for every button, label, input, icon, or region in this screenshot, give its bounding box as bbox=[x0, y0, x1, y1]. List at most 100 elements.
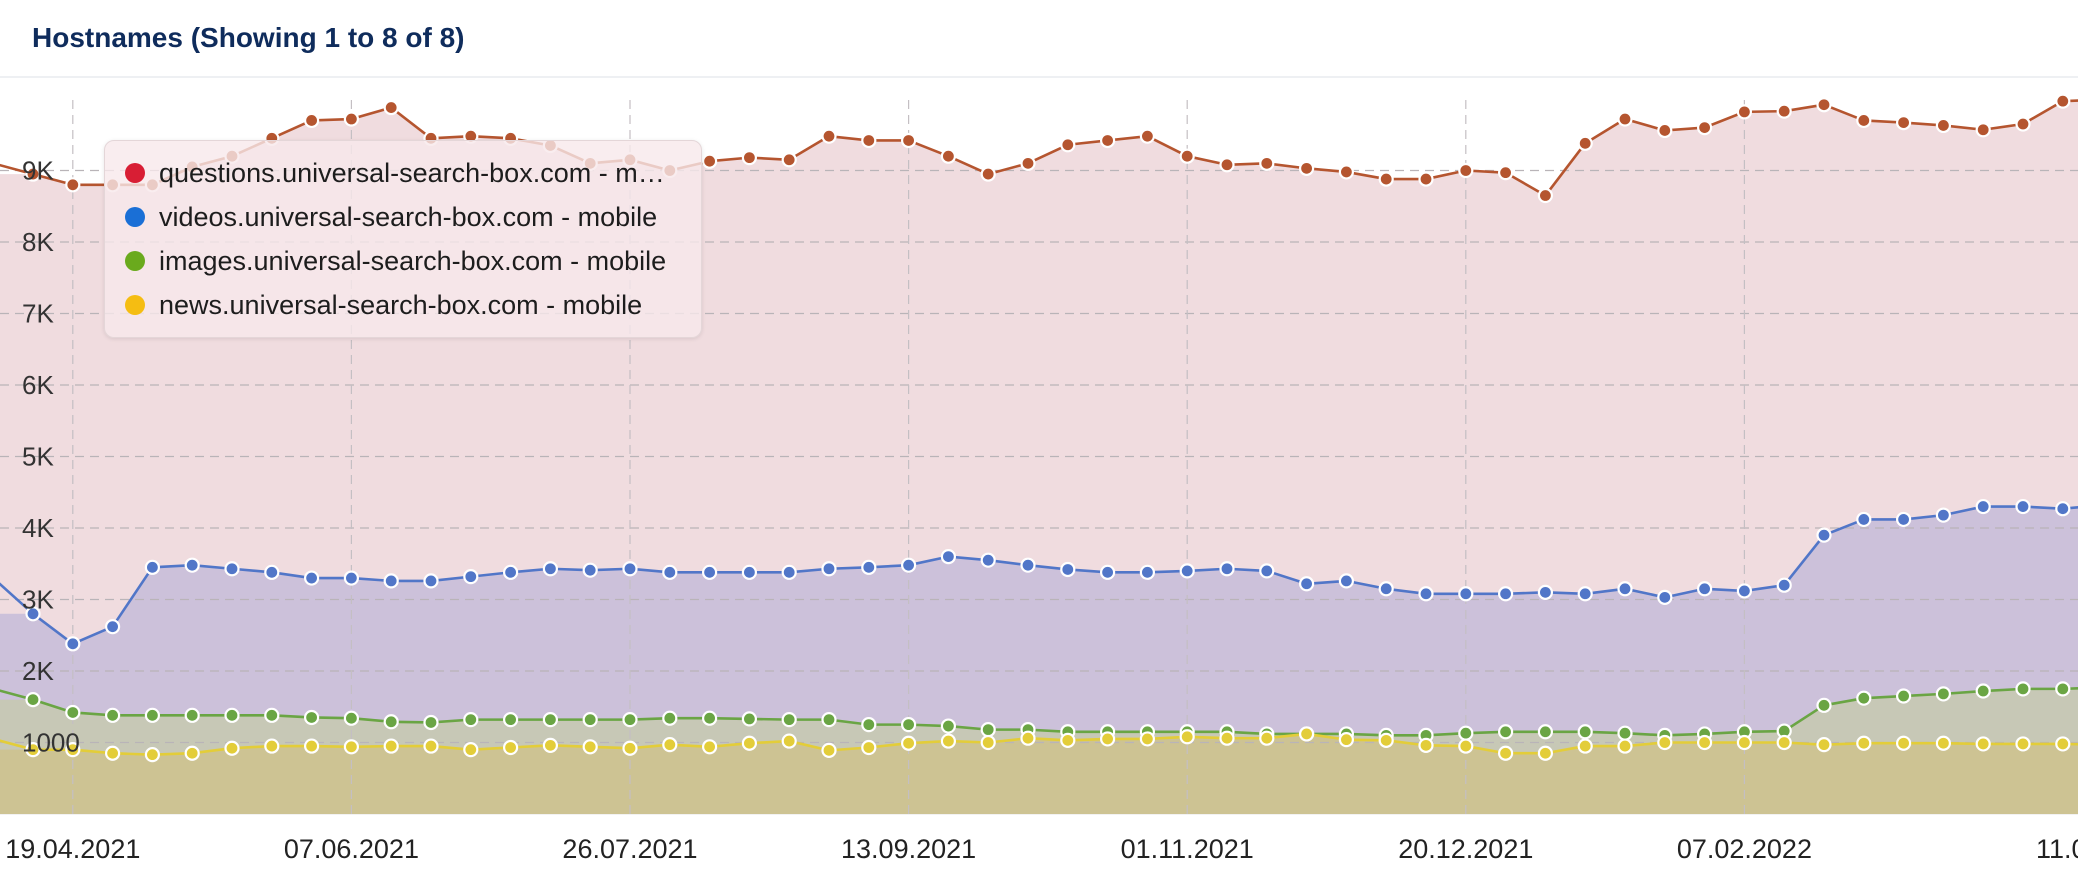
data-point-s1-8[interactable] bbox=[343, 570, 359, 586]
data-point-s3-27[interactable] bbox=[1099, 731, 1116, 747]
data-point-s0-39[interactable] bbox=[1577, 135, 1593, 151]
data-point-s1-25[interactable] bbox=[1020, 557, 1036, 573]
data-point-s1-7[interactable] bbox=[304, 570, 320, 586]
data-point-s0-36[interactable] bbox=[1458, 162, 1474, 179]
data-point-s3-50[interactable] bbox=[2015, 736, 2031, 752]
data-point-s1-51[interactable] bbox=[2055, 501, 2071, 517]
data-point-s2-1[interactable] bbox=[65, 704, 81, 721]
data-point-s3-33[interactable] bbox=[1338, 732, 1355, 748]
data-point-s1-17[interactable] bbox=[701, 564, 718, 580]
data-point-s0-29[interactable] bbox=[1179, 148, 1195, 164]
data-point-s3-3[interactable] bbox=[144, 747, 160, 763]
data-point-s3-45[interactable] bbox=[1816, 737, 1832, 753]
data-point-s1-33[interactable] bbox=[1338, 573, 1355, 589]
data-point-s0-44[interactable] bbox=[1776, 103, 1792, 119]
legend-item-videos[interactable]: videos.universal-search-box.com - mobile bbox=[125, 199, 657, 235]
data-point-s0-37[interactable] bbox=[1497, 165, 1514, 181]
data-point-s2-7[interactable] bbox=[304, 709, 320, 726]
data-point-s2-21[interactable] bbox=[861, 717, 877, 733]
data-point-s1-2[interactable] bbox=[104, 619, 121, 635]
data-point-s2-38[interactable] bbox=[1537, 724, 1554, 740]
data-point-s1-44[interactable] bbox=[1776, 577, 1792, 593]
data-point-s0-51[interactable] bbox=[2055, 93, 2071, 109]
data-point-s0-47[interactable] bbox=[1895, 114, 1912, 131]
data-point-s0-23[interactable] bbox=[940, 148, 957, 164]
data-point-s1-1[interactable] bbox=[65, 636, 81, 652]
data-point-s0-19[interactable] bbox=[781, 152, 797, 168]
data-point-s0-50[interactable] bbox=[2015, 116, 2031, 132]
data-point-s2-15[interactable] bbox=[622, 712, 638, 728]
data-point-s0-27[interactable] bbox=[1099, 132, 1116, 149]
data-point-s1-24[interactable] bbox=[980, 552, 996, 568]
data-point-s2-6[interactable] bbox=[264, 707, 280, 723]
data-point-s1-11[interactable] bbox=[463, 569, 479, 585]
data-point-s2-37[interactable] bbox=[1497, 724, 1514, 740]
data-point-s0-46[interactable] bbox=[1856, 112, 1872, 129]
legend-item-images[interactable]: images.universal-search-box.com - mobile bbox=[125, 243, 666, 279]
data-point-s3-35[interactable] bbox=[1418, 737, 1434, 753]
data-point-s1-27[interactable] bbox=[1099, 564, 1116, 580]
data-point-s1-3[interactable] bbox=[144, 559, 160, 575]
data-point-s1-32[interactable] bbox=[1298, 576, 1315, 592]
data-point-s0-1[interactable] bbox=[65, 177, 81, 193]
legend-item-news[interactable]: news.universal-search-box.com - mobile bbox=[125, 287, 642, 323]
data-point-s0-9[interactable] bbox=[383, 99, 399, 116]
data-point-s3-37[interactable] bbox=[1497, 745, 1514, 761]
data-point-s1-40[interactable] bbox=[1617, 581, 1633, 597]
data-point-s2-5[interactable] bbox=[224, 707, 240, 723]
data-point-s2-4[interactable] bbox=[184, 707, 200, 723]
data-point-s3-38[interactable] bbox=[1537, 745, 1554, 761]
data-point-s2-10[interactable] bbox=[423, 714, 439, 731]
data-point-s0-22[interactable] bbox=[900, 132, 917, 149]
data-point-s3-22[interactable] bbox=[900, 735, 917, 751]
data-point-s3-1[interactable] bbox=[65, 742, 81, 758]
data-point-s1-45[interactable] bbox=[1816, 527, 1832, 543]
data-point-s0-34[interactable] bbox=[1378, 171, 1394, 187]
data-point-s1-22[interactable] bbox=[900, 557, 917, 573]
data-point-s3-44[interactable] bbox=[1776, 734, 1792, 751]
data-point-s2-50[interactable] bbox=[2015, 681, 2031, 697]
data-point-s1-48[interactable] bbox=[1935, 507, 1952, 523]
data-point-s0-43[interactable] bbox=[1736, 104, 1753, 120]
data-point-s1-49[interactable] bbox=[1975, 498, 1991, 515]
data-point-s1-42[interactable] bbox=[1696, 581, 1713, 597]
data-point-s1-41[interactable] bbox=[1657, 589, 1673, 605]
data-point-s2-24[interactable] bbox=[980, 722, 996, 738]
data-point-s1-19[interactable] bbox=[781, 564, 797, 580]
data-point-s2-45[interactable] bbox=[1816, 697, 1832, 713]
data-point-s1-36[interactable] bbox=[1458, 586, 1474, 602]
data-point-s3-12[interactable] bbox=[503, 739, 519, 756]
data-point-s0-20[interactable] bbox=[821, 128, 837, 144]
data-point-s3-7[interactable] bbox=[304, 738, 320, 754]
data-point-s1-39[interactable] bbox=[1577, 586, 1593, 602]
data-point-s0-26[interactable] bbox=[1060, 137, 1076, 153]
data-point-s1-20[interactable] bbox=[821, 561, 837, 577]
data-point-s0-28[interactable] bbox=[1139, 128, 1156, 144]
data-point-s3-26[interactable] bbox=[1060, 732, 1076, 748]
data-point-s0-8[interactable] bbox=[343, 111, 359, 127]
data-point-s1-0[interactable] bbox=[25, 606, 41, 622]
data-point-s2-39[interactable] bbox=[1577, 724, 1593, 740]
data-point-s3-42[interactable] bbox=[1696, 734, 1713, 751]
data-point-s1-15[interactable] bbox=[622, 561, 638, 577]
data-point-s2-51[interactable] bbox=[2055, 681, 2071, 697]
data-point-s2-36[interactable] bbox=[1458, 725, 1474, 741]
data-point-s1-37[interactable] bbox=[1497, 586, 1514, 602]
data-point-s3-43[interactable] bbox=[1736, 734, 1753, 751]
data-point-s2-16[interactable] bbox=[662, 710, 678, 726]
data-point-s3-5[interactable] bbox=[224, 740, 240, 756]
data-point-s0-7[interactable] bbox=[304, 112, 320, 129]
data-point-s0-17[interactable] bbox=[701, 153, 718, 169]
data-point-s1-6[interactable] bbox=[264, 564, 280, 580]
data-point-s1-14[interactable] bbox=[582, 562, 598, 578]
data-point-s0-31[interactable] bbox=[1259, 155, 1275, 171]
data-point-s2-13[interactable] bbox=[542, 712, 559, 728]
data-point-s1-38[interactable] bbox=[1537, 584, 1554, 600]
data-point-s2-14[interactable] bbox=[582, 712, 598, 728]
data-point-s1-9[interactable] bbox=[383, 573, 399, 589]
data-point-s1-23[interactable] bbox=[940, 548, 957, 565]
data-point-s2-40[interactable] bbox=[1617, 725, 1633, 741]
data-point-s3-39[interactable] bbox=[1577, 738, 1593, 754]
data-point-s3-17[interactable] bbox=[701, 739, 718, 755]
